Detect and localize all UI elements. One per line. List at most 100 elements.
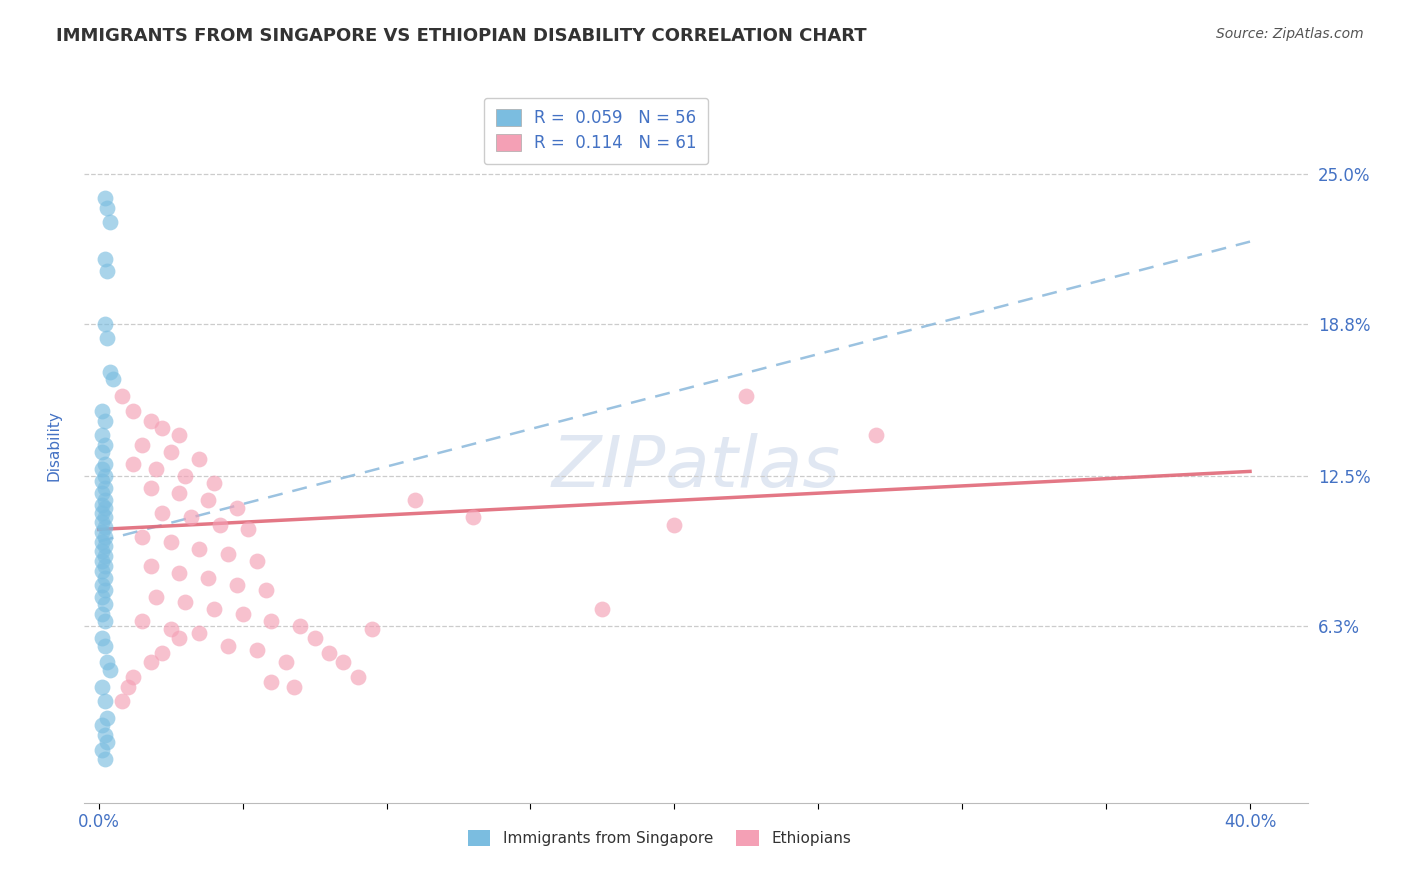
Point <box>90 524 112 539</box>
Point <box>150 506 173 520</box>
Point <box>238 523 260 537</box>
Point <box>131 530 153 544</box>
Point <box>96 711 118 725</box>
Point <box>217 639 239 653</box>
Point <box>122 404 145 418</box>
Point <box>93 558 115 573</box>
Point <box>93 582 115 597</box>
Point <box>145 590 167 604</box>
Point <box>461 510 484 524</box>
Text: Disability: Disability <box>46 410 62 482</box>
Point <box>98 663 121 677</box>
Point <box>274 656 297 670</box>
Point <box>254 582 277 597</box>
Point <box>90 718 112 732</box>
Point <box>90 515 112 529</box>
Point <box>139 558 162 573</box>
Legend: Immigrants from Singapore, Ethiopians: Immigrants from Singapore, Ethiopians <box>461 824 858 852</box>
Point <box>111 694 134 708</box>
Point <box>93 481 115 495</box>
Point <box>96 201 118 215</box>
Point <box>131 438 153 452</box>
Point <box>260 674 283 689</box>
Point <box>159 445 181 459</box>
Point <box>145 462 167 476</box>
Point <box>290 619 312 633</box>
Point <box>90 486 112 500</box>
Point <box>217 547 239 561</box>
Point <box>93 191 115 205</box>
Point <box>159 622 181 636</box>
Point <box>664 517 686 532</box>
Point <box>169 486 191 500</box>
Point <box>90 578 112 592</box>
Point <box>361 622 384 636</box>
Point <box>93 694 115 708</box>
Point <box>90 742 112 756</box>
Point <box>93 252 115 266</box>
Point <box>169 566 191 580</box>
Point <box>225 578 247 592</box>
Point <box>93 728 115 742</box>
Point <box>169 428 191 442</box>
Point <box>139 414 162 428</box>
Point <box>90 680 112 694</box>
Point <box>208 517 231 532</box>
Point <box>93 598 115 612</box>
Point <box>159 534 181 549</box>
Point <box>90 462 112 476</box>
Point <box>90 554 112 568</box>
Point <box>174 469 197 483</box>
Point <box>98 365 121 379</box>
Point <box>93 530 115 544</box>
Point <box>404 493 426 508</box>
Point <box>93 571 115 585</box>
Point <box>735 389 758 403</box>
Point <box>96 331 118 345</box>
Point <box>188 541 211 556</box>
Point <box>101 372 124 386</box>
Point <box>131 615 153 629</box>
Point <box>202 476 225 491</box>
Text: IMMIGRANTS FROM SINGAPORE VS ETHIOPIAN DISABILITY CORRELATION CHART: IMMIGRANTS FROM SINGAPORE VS ETHIOPIAN D… <box>56 27 868 45</box>
Point <box>96 263 118 277</box>
Point <box>90 498 112 512</box>
Point <box>283 680 305 694</box>
Text: Source: ZipAtlas.com: Source: ZipAtlas.com <box>1216 27 1364 41</box>
Point <box>93 615 115 629</box>
Point <box>197 493 219 508</box>
Point <box>318 646 340 660</box>
Point <box>246 643 269 657</box>
Text: ZIPatlas: ZIPatlas <box>551 433 841 502</box>
Point <box>232 607 254 621</box>
Point <box>139 656 162 670</box>
Point <box>93 549 115 563</box>
Point <box>90 632 112 646</box>
Point <box>150 646 173 660</box>
Point <box>93 500 115 515</box>
Point <box>169 632 191 646</box>
Point <box>96 656 118 670</box>
Point <box>225 500 247 515</box>
Point <box>150 421 173 435</box>
Point <box>174 595 197 609</box>
Point <box>117 680 139 694</box>
Point <box>93 520 115 534</box>
Point <box>202 602 225 616</box>
Point <box>93 639 115 653</box>
Point <box>90 564 112 578</box>
Point <box>591 602 613 616</box>
Point <box>304 632 326 646</box>
Point <box>93 414 115 428</box>
Point <box>188 452 211 467</box>
Point <box>93 752 115 766</box>
Point <box>93 457 115 471</box>
Point <box>93 469 115 483</box>
Point <box>260 615 283 629</box>
Point <box>90 590 112 604</box>
Point <box>98 215 121 229</box>
Point <box>93 540 115 554</box>
Point <box>90 534 112 549</box>
Point <box>197 571 219 585</box>
Point <box>90 506 112 520</box>
